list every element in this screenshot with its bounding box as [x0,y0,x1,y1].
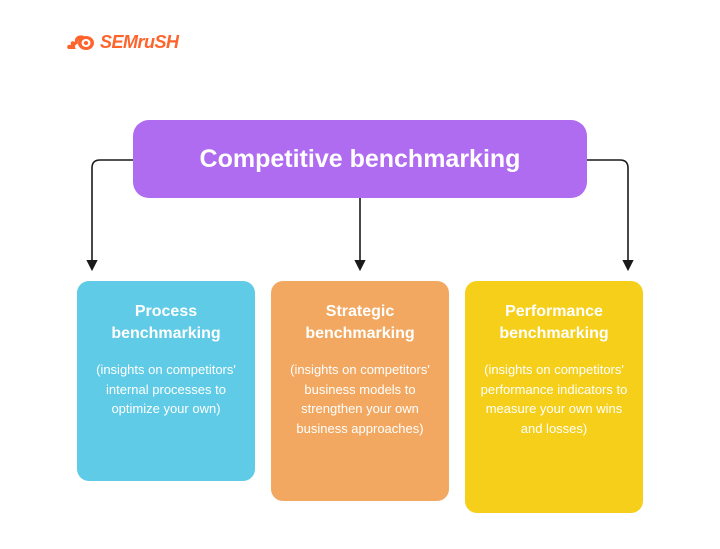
child-node-strategic-benchmarking: Strategic benchmarking (insights on comp… [271,281,449,501]
brand-logo-text: SEMruSH [100,32,179,53]
child-node-performance-benchmarking: Performance benchmarking (insights on co… [465,281,643,513]
child-desc: (insights on competitors' business model… [285,360,435,438]
child-desc: (insights on competitors' internal proce… [91,360,241,419]
root-node-competitive-benchmarking: Competitive benchmarking [133,120,587,198]
child-title: Strategic benchmarking [285,301,435,344]
brand-logo: SEMruSH [62,32,179,53]
root-node-label: Competitive benchmarking [200,145,521,174]
child-desc: (insights on competitors' performance in… [479,360,629,438]
child-title: Process benchmarking [91,301,241,344]
child-node-process-benchmarking: Process benchmarking (insights on compet… [77,281,255,481]
child-title: Performance benchmarking [479,301,629,344]
flame-icon [62,34,96,52]
